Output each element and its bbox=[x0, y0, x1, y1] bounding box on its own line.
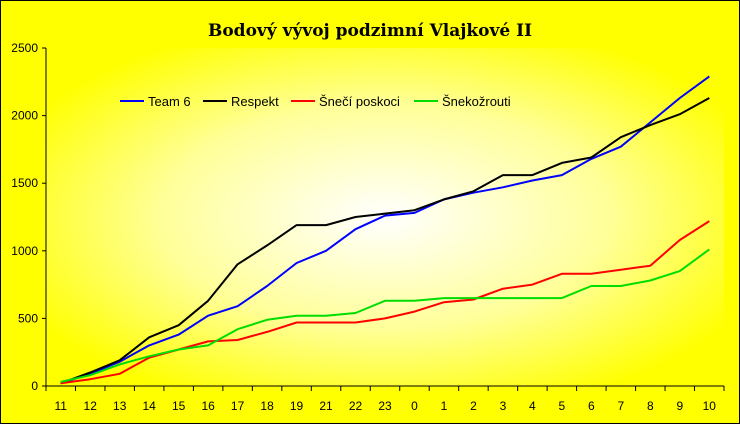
x-tick-label: 8 bbox=[647, 399, 654, 413]
chart-title: Bodový vývoj podzimní Vlajkové II bbox=[208, 21, 532, 41]
x-tick-label: 6 bbox=[588, 399, 595, 413]
y-tick-label: 500 bbox=[18, 311, 38, 325]
x-tick-label: 23 bbox=[378, 399, 392, 413]
y-tick-label: 2500 bbox=[11, 41, 38, 55]
x-tick-label: 10 bbox=[703, 399, 717, 413]
x-tick-label: 0 bbox=[411, 399, 418, 413]
plot-area bbox=[46, 48, 724, 386]
series-lines bbox=[60, 75, 710, 385]
x-tick-label: 17 bbox=[231, 399, 245, 413]
x-tick-label: 12 bbox=[84, 399, 98, 413]
x-tick-label: 22 bbox=[349, 399, 363, 413]
x-tick-label: 21 bbox=[319, 399, 333, 413]
x-tick-label: 5 bbox=[559, 399, 566, 413]
x-tick-label: 9 bbox=[676, 399, 683, 413]
legend: Team 6 Respekt Šnečí poskoci Šnekožrouti bbox=[120, 94, 511, 109]
y-tick-label: 1500 bbox=[11, 176, 38, 190]
x-tick-label: 16 bbox=[201, 399, 215, 413]
x-tick-label: 3 bbox=[500, 399, 507, 413]
legend-label: Team 6 bbox=[148, 94, 191, 109]
x-tick-label: 19 bbox=[290, 399, 304, 413]
x-tick-label: 15 bbox=[172, 399, 186, 413]
y-tick-label: 0 bbox=[31, 379, 38, 393]
legend-label: Šnečí poskoci bbox=[319, 94, 400, 109]
x-tick-label: 13 bbox=[113, 399, 127, 413]
series-line-2 bbox=[60, 97, 710, 385]
x-tick-label: 7 bbox=[617, 399, 624, 413]
x-tick-label: 18 bbox=[260, 399, 274, 413]
y-tick-label: 1000 bbox=[11, 244, 38, 258]
x-tick-label: 14 bbox=[142, 399, 156, 413]
x-tick-label: 11 bbox=[55, 399, 68, 413]
x-tick-label: 1 bbox=[441, 399, 448, 413]
legend-label: Respekt bbox=[231, 94, 279, 109]
x-tick-label: 2 bbox=[470, 399, 477, 413]
series-line-4 bbox=[60, 248, 710, 383]
legend-label: Šnekožrouti bbox=[442, 94, 511, 109]
series-line-1 bbox=[60, 75, 710, 385]
y-tick-label: 2000 bbox=[11, 109, 38, 123]
x-tick-label: 4 bbox=[529, 399, 536, 413]
